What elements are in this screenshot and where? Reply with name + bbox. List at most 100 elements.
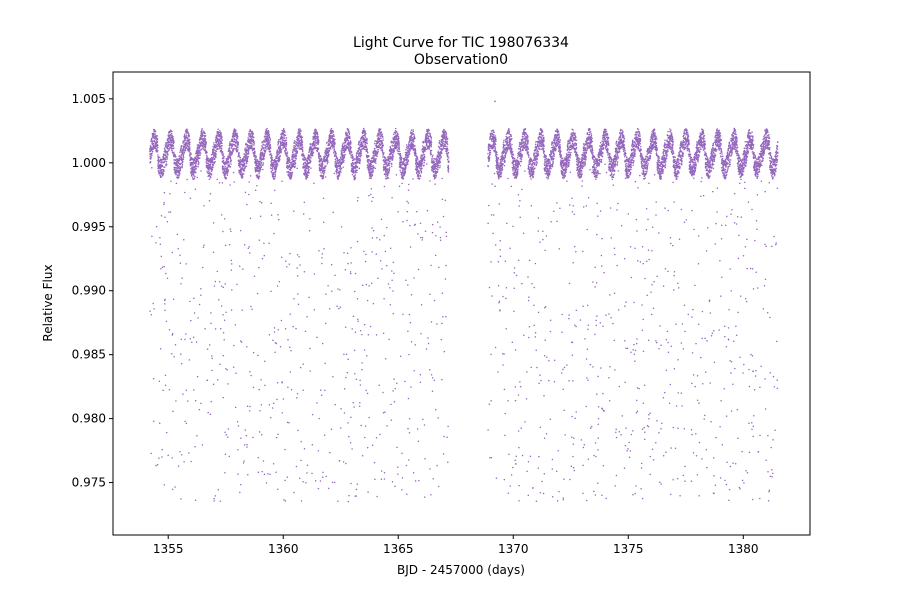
flux-point <box>193 177 196 180</box>
flux-point <box>290 169 292 171</box>
flux-point <box>185 147 188 149</box>
flux-point <box>200 294 202 296</box>
flux-point <box>285 148 288 150</box>
flux-point <box>367 151 369 154</box>
flux-point <box>364 260 367 263</box>
flux-point <box>342 166 344 168</box>
flux-point <box>285 137 288 139</box>
flux-point <box>199 149 202 151</box>
flux-point <box>199 157 201 159</box>
flux-point <box>285 149 287 152</box>
flux-point <box>247 156 250 158</box>
flux-point <box>180 153 183 155</box>
flux-point <box>388 172 390 174</box>
flux-point <box>306 164 309 166</box>
flux-point <box>298 146 300 148</box>
flux-point <box>378 239 381 241</box>
flux-point <box>245 153 247 155</box>
flux-point <box>151 147 154 149</box>
flux-point <box>353 290 356 293</box>
flux-point <box>245 146 247 149</box>
flux-point <box>245 142 247 145</box>
flux-point <box>286 476 289 478</box>
flux-point <box>161 448 163 451</box>
flux-point <box>236 283 238 285</box>
flux-point <box>396 146 399 148</box>
flux-point <box>219 327 222 330</box>
flux-point <box>356 166 359 169</box>
flux-point <box>327 161 329 163</box>
flux-point <box>393 401 396 403</box>
flux-point <box>328 153 330 156</box>
flux-point <box>339 169 342 171</box>
flux-point <box>263 158 265 160</box>
flux-point <box>179 163 182 166</box>
flux-point <box>376 495 378 498</box>
flux-point <box>150 157 152 159</box>
flux-point <box>277 214 279 216</box>
flux-point <box>211 355 213 357</box>
flux-point <box>388 162 391 165</box>
flux-point <box>233 137 235 140</box>
flux-point <box>260 161 263 164</box>
flux-point <box>357 318 359 321</box>
flux-point <box>324 176 327 178</box>
flux-point <box>278 218 280 221</box>
flux-point <box>221 142 223 145</box>
flux-point <box>236 134 239 136</box>
flux-point <box>251 149 254 152</box>
flux-point <box>251 135 254 138</box>
flux-point <box>337 500 339 502</box>
flux-point <box>242 173 245 175</box>
flux-point <box>290 349 292 352</box>
flux-point <box>157 169 160 172</box>
flux-point <box>260 163 263 165</box>
flux-point <box>341 144 344 147</box>
flux-point <box>222 396 224 399</box>
flux-point <box>158 457 160 459</box>
flux-point <box>268 133 271 136</box>
flux-point <box>185 389 188 392</box>
flux-point <box>321 158 323 161</box>
flux-point <box>351 448 353 450</box>
flux-point <box>349 441 352 444</box>
flux-point <box>168 149 170 151</box>
flux-point <box>163 265 165 268</box>
flux-point <box>260 165 262 167</box>
flux-point <box>181 152 184 155</box>
flux-point <box>371 227 373 229</box>
flux-point <box>268 143 270 145</box>
flux-point <box>303 154 305 157</box>
flux-point <box>361 333 363 336</box>
flux-point <box>388 164 390 167</box>
flux-point <box>245 434 248 437</box>
flux-point <box>276 285 279 287</box>
flux-point <box>218 299 220 301</box>
flux-point <box>296 253 299 256</box>
chart-title: Light Curve for TIC 198076334 <box>353 35 569 51</box>
flux-point <box>258 177 260 179</box>
flux-point <box>173 356 175 358</box>
flux-point <box>214 280 217 283</box>
flux-point <box>284 500 287 502</box>
flux-point <box>213 162 216 165</box>
flux-point <box>382 391 384 394</box>
flux-point <box>238 163 241 165</box>
flux-point <box>366 446 369 449</box>
flux-point <box>283 499 285 501</box>
flux-point <box>276 162 278 164</box>
flux-point <box>199 143 202 146</box>
flux-point <box>200 288 202 290</box>
flux-point <box>303 448 306 450</box>
flux-point <box>334 162 336 164</box>
flux-point <box>221 154 223 156</box>
flux-point <box>190 153 192 155</box>
flux-point <box>311 472 313 475</box>
flux-point <box>196 160 198 162</box>
flux-point <box>289 371 292 373</box>
flux-point <box>237 473 239 475</box>
flux-point <box>190 319 192 322</box>
flux-point <box>172 136 174 138</box>
flux-point <box>193 312 196 314</box>
flux-point <box>260 404 263 406</box>
